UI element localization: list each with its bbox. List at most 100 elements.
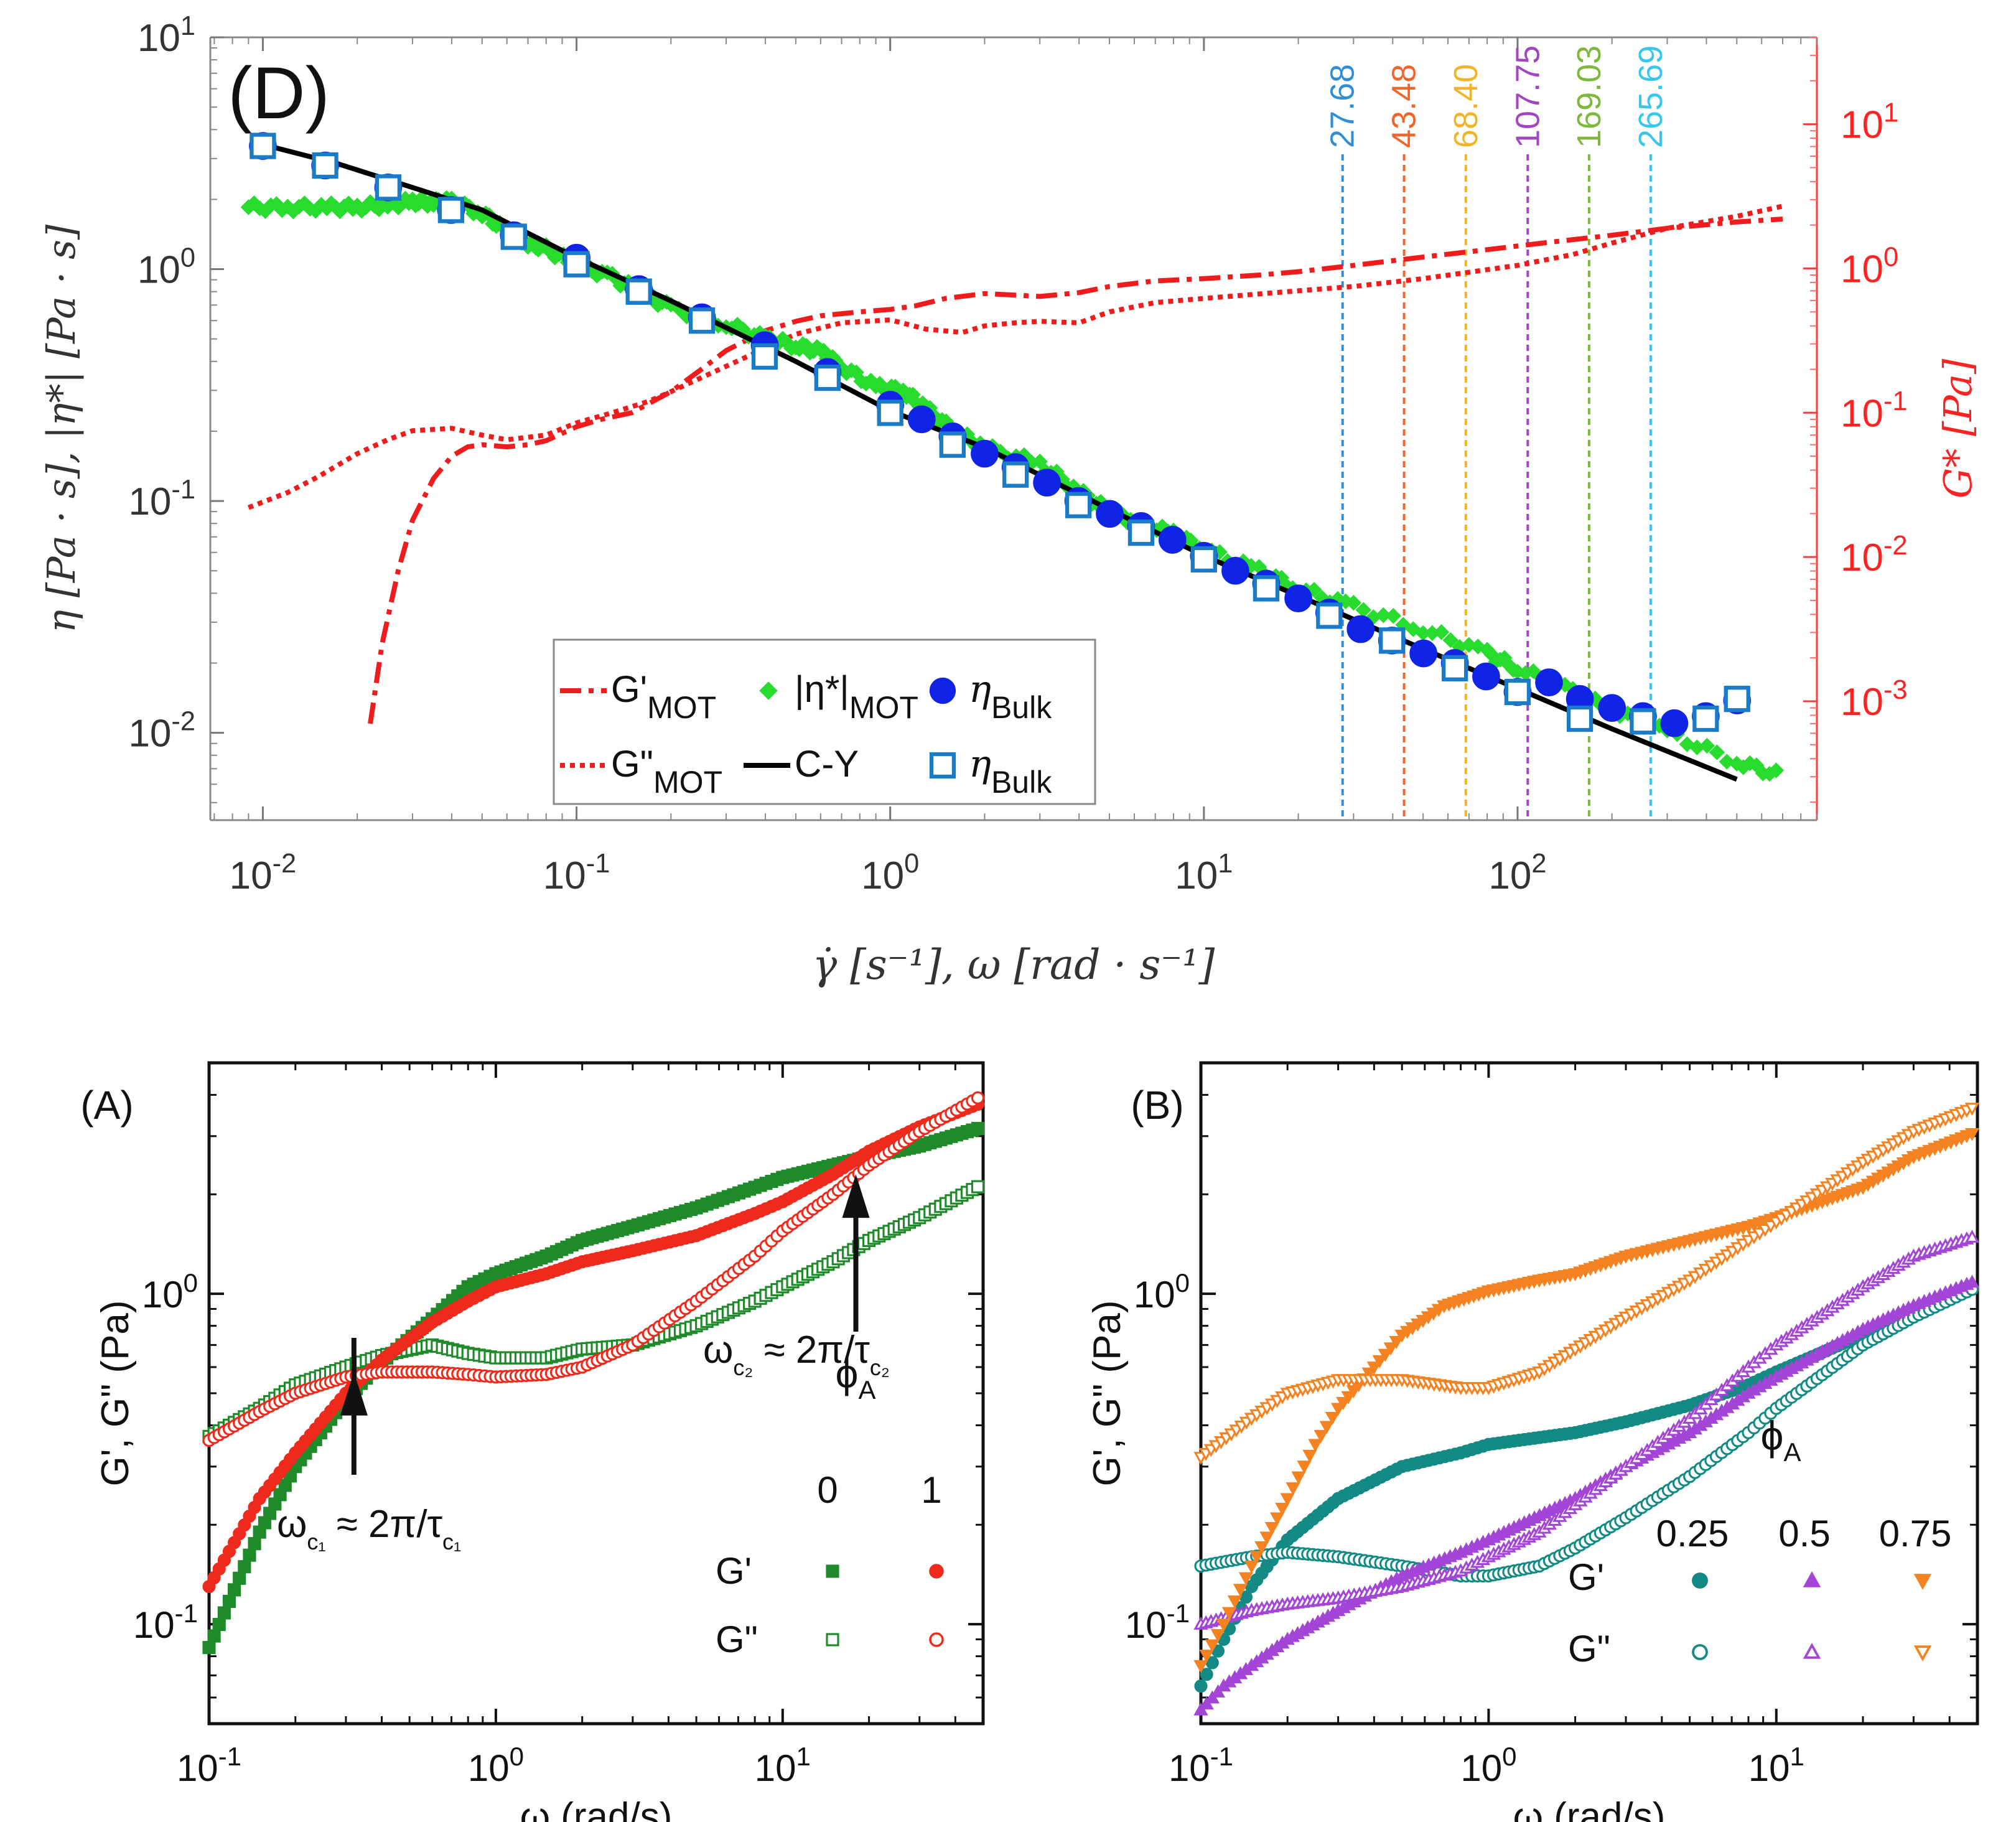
series-G'_MOT	[368, 217, 1783, 724]
series-G'' φA=0.75	[1193, 1103, 1980, 1465]
data-point	[1336, 1397, 1351, 1411]
eta-star-point	[1345, 594, 1362, 611]
data-point	[1227, 1595, 1243, 1609]
data-point	[1221, 1607, 1237, 1620]
data-point	[212, 1617, 226, 1632]
data-point	[1366, 1362, 1382, 1375]
eta-bulk-square	[250, 133, 276, 159]
eta-bulk-circle	[1284, 584, 1312, 612]
legend-label-2: ηBulk	[969, 668, 1052, 725]
data-point	[1389, 1336, 1404, 1350]
eta-star-point	[1032, 453, 1048, 470]
legend-marker-5	[929, 752, 956, 779]
eta-star-point	[1768, 762, 1785, 778]
legend-row-0: G'	[1568, 1556, 1604, 1598]
legend-marker	[826, 1564, 839, 1578]
eta-star-point	[1442, 632, 1458, 648]
legend-marker-2	[929, 677, 956, 704]
eta-bulk-square	[1630, 708, 1656, 735]
data-point	[1259, 1531, 1274, 1545]
data-point	[1964, 1103, 1980, 1116]
eta-bulk-circle	[1096, 500, 1124, 528]
legend-box	[553, 638, 1096, 805]
eta-bulk-square	[688, 307, 716, 334]
x-tick-label: 101	[755, 1742, 811, 1789]
legend-marker	[1803, 1571, 1821, 1587]
y-tick-label: 10-2	[128, 707, 195, 755]
vline-label-169.03: 169.03	[1570, 45, 1608, 148]
data-point	[1308, 1439, 1323, 1452]
x-tick-label: 100	[861, 849, 919, 897]
eta-bulk-square	[751, 343, 778, 370]
data-point	[1275, 1502, 1290, 1516]
annotation-wc2: ωc₂ ≈ 2π/τc₂	[703, 1329, 890, 1380]
data-point	[248, 1537, 261, 1551]
legend-d: G'MOT |η*|MOT ηBulk G"MOT C-Y ηBulk	[553, 638, 1096, 805]
data-point	[1964, 1274, 1980, 1288]
arrow-wc2-head	[842, 1174, 870, 1218]
y-tick-label: 10-1	[128, 475, 195, 523]
eta-bulk-square	[312, 152, 338, 179]
legend-marker	[826, 1633, 839, 1647]
y2-tick-label: 101	[1841, 98, 1898, 147]
legend-col-0.75: 0.75	[1879, 1513, 1952, 1554]
data-point	[1302, 1449, 1317, 1463]
data-point	[1964, 1128, 1980, 1141]
data-point	[1286, 1482, 1300, 1496]
y-tick-label: 101	[138, 11, 195, 60]
y-axis-title: G', G" (Pa)	[1086, 1300, 1129, 1486]
y2-tick-label: 10-3	[1841, 675, 1908, 724]
legend-col-0.25: 0.25	[1656, 1513, 1729, 1554]
series-G'' φA=0.5	[1193, 1230, 1980, 1630]
x-tick-label: 10-1	[543, 849, 610, 897]
eta-star-point	[1719, 754, 1735, 770]
legend-col-0: 0	[817, 1469, 838, 1511]
legend-marker-1	[759, 681, 778, 700]
eta-bulk-square	[500, 223, 527, 250]
data-point	[971, 1121, 985, 1136]
data-point	[1193, 1660, 1208, 1673]
legend-marker	[1913, 1574, 1932, 1590]
eta-bulk-square	[1127, 519, 1155, 546]
eta-bulk-square	[814, 364, 841, 391]
data-point	[238, 1560, 251, 1574]
panel-a-chart: 10-1 100 101 10-1 100 ω (rad/s) G', G" (Pa) (A)…	[80, 1061, 985, 1822]
series-G' φA=0.5	[1193, 1274, 1980, 1716]
data-point	[233, 1571, 246, 1585]
eta-bulk-square	[1253, 575, 1280, 602]
eta-bulk-square	[1724, 686, 1750, 712]
arrow-wc1-head	[340, 1371, 368, 1416]
data-point	[1254, 1541, 1269, 1554]
eta-bulk-circle	[1598, 694, 1626, 722]
data-point	[1372, 1355, 1388, 1368]
data-point	[207, 1629, 221, 1643]
data-point	[1199, 1650, 1214, 1663]
data-point	[1194, 1679, 1208, 1693]
eta-bulk-circle	[971, 439, 999, 468]
panel-label-b: (B)	[1131, 1083, 1183, 1128]
panel-b-chart: 10-1 100 101 10-1 100 ω (rad/s) G', G" (Pa) (B)…	[1086, 1061, 1980, 1822]
legend-row-0: G'	[716, 1550, 752, 1592]
data-point	[1361, 1367, 1376, 1381]
eta-bulk-circle	[1535, 668, 1563, 696]
legend-title: ϕA	[1761, 1413, 1801, 1467]
x-tick-label: 101	[1175, 849, 1233, 897]
data-point	[1200, 1668, 1213, 1681]
series-G''_MOT	[247, 203, 1783, 510]
x-tick-label: 102	[1488, 849, 1546, 897]
eta-bulk-square	[1379, 627, 1406, 654]
vline-label-27.68: 27.68	[1324, 64, 1361, 148]
eta-bulk-circle	[1409, 639, 1437, 668]
data-point	[1270, 1512, 1285, 1526]
eta-bulk-square	[437, 197, 465, 223]
data-point	[1964, 1230, 1980, 1243]
data-point	[1378, 1348, 1393, 1362]
data-point	[1216, 1619, 1231, 1632]
eta-bulk-square	[1190, 546, 1217, 573]
y-tick-label: 10-1	[1125, 1599, 1190, 1646]
panel-label-d: (D)	[228, 52, 330, 134]
data-point	[222, 1594, 236, 1609]
eta-bulk-square	[1441, 655, 1468, 681]
x-tick-label: 100	[468, 1742, 524, 1789]
